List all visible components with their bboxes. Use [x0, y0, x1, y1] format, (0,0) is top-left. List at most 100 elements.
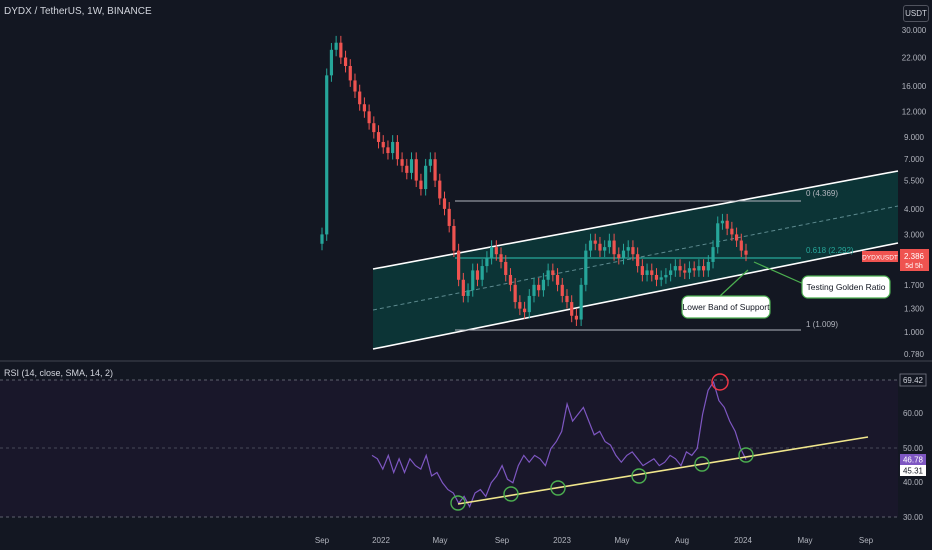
- time-tick-7: 2024: [734, 536, 752, 545]
- candle-body: [654, 274, 659, 280]
- candle-body: [414, 159, 418, 181]
- price-tick-5: 7.000: [904, 155, 925, 164]
- rsi-tick-40: 40.00: [903, 478, 924, 487]
- candle-body: [734, 234, 739, 241]
- candle-body: [612, 240, 616, 255]
- rsi-line[interactable]: [371, 380, 747, 509]
- candle-body: [579, 284, 583, 320]
- candle-body: [490, 247, 494, 259]
- callout-golden-pointer: [753, 261, 807, 286]
- candle-body: [546, 270, 550, 280]
- price-tick-13: 0.780: [904, 350, 925, 359]
- candle-body: [461, 279, 465, 296]
- rsi-label-rsi: 46.78: [903, 456, 924, 465]
- price-label-ticker-bg: [862, 251, 898, 262]
- channel-upper-line[interactable]: [372, 170, 899, 270]
- candle-body: [683, 270, 687, 273]
- rsi-title[interactable]: RSI (14, close, SMA, 14, 2): [4, 368, 114, 378]
- price-tick-6: 5.500: [904, 177, 925, 186]
- fib-top-label: 0 (4.369): [806, 189, 838, 198]
- price-label-value: 2.386: [904, 252, 925, 261]
- channel-lower-line[interactable]: [372, 242, 899, 350]
- candle-body: [593, 240, 597, 244]
- candle-body: [650, 270, 654, 275]
- candle-body: [673, 266, 677, 271]
- candle-body: [584, 250, 588, 285]
- price-tick-12: 1.000: [904, 328, 925, 337]
- candle-body: [607, 240, 611, 248]
- callout-golden-box[interactable]: [801, 275, 891, 299]
- rsi-overbought-circle: [711, 373, 729, 391]
- candle-body: [320, 234, 324, 244]
- candle-body: [669, 270, 673, 275]
- candle-body: [706, 261, 710, 271]
- candle-body: [325, 75, 329, 235]
- callout-support-box[interactable]: [681, 295, 771, 319]
- price-tick-2: 16.000: [902, 82, 927, 91]
- rsi-label-value: 69.42: [903, 376, 924, 385]
- rsi-label-value-bg: [899, 373, 927, 387]
- rsi-circle-4: [631, 468, 647, 484]
- candle-body: [565, 295, 569, 303]
- candle-body: [678, 266, 682, 271]
- chart-title[interactable]: DYDX / TetherUS, 1W, BINANCE: [4, 6, 152, 17]
- candle-body: [386, 147, 390, 154]
- candle-body: [640, 266, 644, 275]
- time-tick-0: Sep: [315, 536, 330, 545]
- candle-body: [730, 228, 734, 235]
- callout-support-pointer: [719, 269, 749, 297]
- candle-body: [617, 254, 621, 259]
- fib-bottom-label: 1 (1.009): [806, 320, 838, 329]
- price-tick-8: 3.000: [904, 230, 925, 239]
- candle-body: [555, 274, 560, 285]
- candle-body: [343, 57, 348, 66]
- candle-body: [744, 250, 748, 255]
- price-tick-7: 4.000: [904, 205, 925, 214]
- candle-body: [636, 254, 640, 267]
- time-tick-4: 2023: [553, 536, 571, 545]
- rsi-circle-3: [550, 480, 566, 496]
- candle-body: [499, 254, 503, 262]
- candle-body: [334, 42, 338, 50]
- candle-body: [697, 266, 701, 271]
- candle-body: [702, 266, 706, 271]
- candle-body: [626, 247, 630, 251]
- fib-golden-label: 0.618 (2.292): [806, 246, 854, 255]
- time-tick-5: May: [614, 536, 629, 545]
- candle-body: [664, 274, 668, 278]
- candle-body: [537, 284, 541, 291]
- time-tick-8: May: [797, 536, 812, 545]
- candle-body: [541, 279, 546, 291]
- rsi-label-sma: 45.31: [903, 467, 924, 476]
- rsi-circle-6: [738, 447, 754, 463]
- price-tick-1: 22.000: [902, 54, 927, 63]
- candle-body: [720, 220, 725, 224]
- price-label-value-bg: [900, 249, 929, 271]
- price-tick-4: 9.000: [904, 133, 925, 142]
- price-axis[interactable]: 30.000 22.000 16.000 12.000 9.000 7.000 5.500 4…: [902, 26, 927, 359]
- time-tick-6: Aug: [675, 536, 689, 545]
- candle-body: [442, 198, 447, 209]
- candle-body: [659, 277, 663, 280]
- regression-channel-fill: [373, 171, 898, 349]
- candle-body: [725, 220, 729, 229]
- candle-body: [395, 141, 399, 160]
- price-tick-10: 1.700: [904, 281, 925, 290]
- currency-badge[interactable]: USDT: [903, 5, 929, 22]
- candle-body: [598, 243, 602, 251]
- candle-body: [621, 250, 626, 259]
- candle-body: [471, 270, 475, 291]
- candle-body: [513, 284, 517, 303]
- rsi-trendline[interactable]: [457, 436, 869, 505]
- time-tick-9: Sep: [859, 536, 874, 545]
- rsi-circle-2: [503, 486, 519, 502]
- candle-body: [348, 65, 352, 81]
- time-axis[interactable]: Sep 2022 May Sep 2023 May Aug 2024 May Sep: [315, 536, 874, 545]
- candle-body: [508, 274, 513, 285]
- candle-body: [504, 261, 508, 275]
- candle-body: [362, 104, 366, 112]
- candle-body: [711, 247, 715, 262]
- candle-body: [400, 159, 404, 166]
- price-tick-11: 1.300: [904, 305, 925, 314]
